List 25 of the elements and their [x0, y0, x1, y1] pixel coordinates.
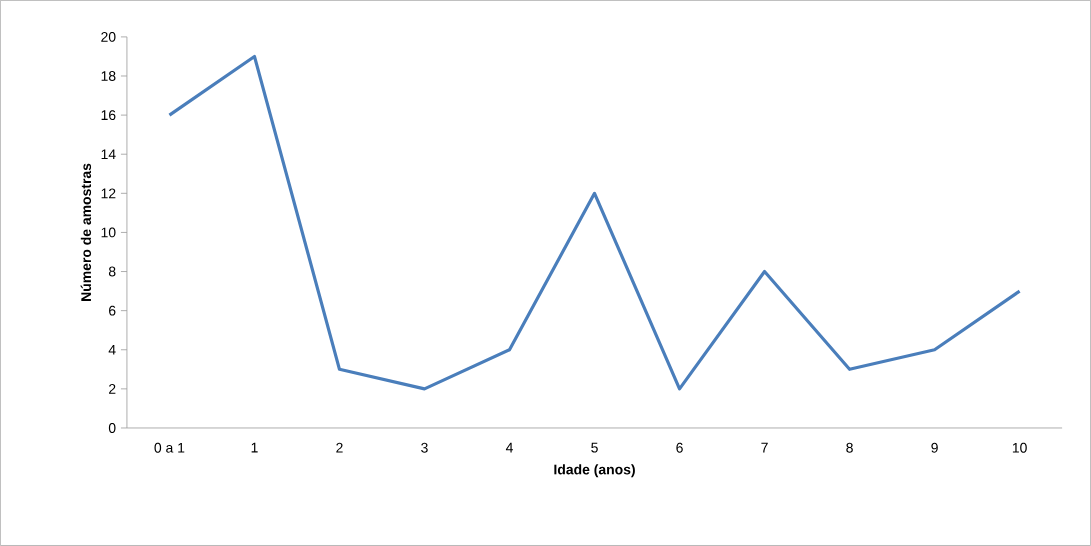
- y-tick-label: 18: [101, 71, 116, 81]
- x-tick-label: 8: [846, 442, 853, 453]
- x-tick-label: 10: [1012, 442, 1027, 453]
- y-tick-label: 20: [101, 31, 116, 42]
- y-tick-label: 0: [108, 423, 116, 433]
- y-tick-label: 10: [101, 227, 116, 238]
- x-tick-label: 2: [336, 442, 343, 453]
- x-tick-label: 1: [251, 442, 258, 453]
- x-tick-label: 6: [676, 442, 683, 453]
- line-series: [167, 54, 1022, 391]
- x-tick-label: 5: [591, 442, 598, 453]
- y-axis-title: Número de amostras: [80, 163, 92, 301]
- x-tick-label: 7: [761, 442, 768, 453]
- y-tick-label: 12: [101, 188, 116, 199]
- x-tick-label: 4: [505, 442, 513, 453]
- y-tick-label: 2: [109, 384, 116, 394]
- x-tick-label: 0 a 1: [154, 442, 185, 453]
- x-tick-label: 3: [421, 442, 428, 453]
- y-tick-label: 16: [101, 110, 116, 121]
- y-tick-label: 8: [108, 266, 116, 277]
- y-tick-label: 14: [101, 149, 116, 160]
- x-axis-title: Idade (anos): [554, 464, 635, 478]
- y-tick-label: 6: [109, 305, 116, 316]
- y-tick-label: 4: [108, 345, 116, 355]
- x-tick-label: 9: [931, 442, 938, 453]
